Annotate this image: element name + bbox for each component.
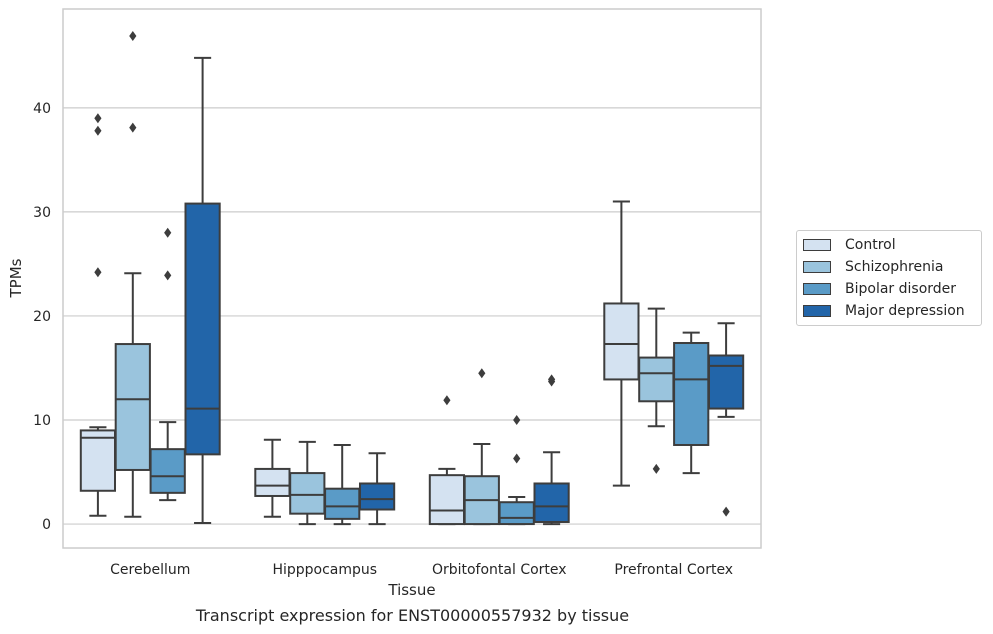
y-tick-label: 40 bbox=[33, 101, 51, 117]
outlier-point bbox=[443, 395, 451, 406]
outlier-point bbox=[94, 267, 102, 278]
outlier-point bbox=[722, 506, 730, 517]
legend-label-schizophrenia: Schizophrenia bbox=[845, 259, 944, 275]
box bbox=[358, 482, 396, 511]
box-group bbox=[324, 443, 361, 526]
box bbox=[498, 501, 535, 526]
box-group bbox=[79, 113, 117, 517]
box bbox=[533, 482, 570, 523]
outlier-point bbox=[548, 374, 556, 385]
figure-caption: Transcript expression for ENST0000055793… bbox=[195, 606, 630, 625]
plot-frame bbox=[62, 8, 762, 549]
x-tick-label: Hipppocampus bbox=[272, 562, 377, 578]
gridlines bbox=[63, 107, 761, 525]
box bbox=[428, 474, 466, 526]
legend-label-control: Control bbox=[845, 237, 896, 253]
legend-item-bipolar: Bipolar disorder bbox=[803, 279, 956, 299]
box bbox=[673, 342, 710, 446]
box bbox=[184, 202, 221, 456]
x-tick-label: Orbitofontal Cortex bbox=[432, 562, 567, 578]
box-group bbox=[498, 415, 535, 526]
box-group bbox=[707, 322, 745, 517]
y-tick-label: 10 bbox=[33, 413, 51, 429]
y-tick-label: 30 bbox=[33, 205, 51, 221]
box-group bbox=[358, 452, 396, 526]
box bbox=[79, 429, 117, 492]
outlier-point bbox=[478, 368, 486, 379]
box-group bbox=[428, 395, 466, 526]
outlier-point bbox=[129, 31, 137, 42]
y-tick-label: 20 bbox=[33, 309, 51, 325]
outlier-point bbox=[94, 125, 102, 136]
box-group bbox=[149, 227, 186, 502]
y-axis-label: TPMs bbox=[7, 258, 25, 298]
box-group bbox=[638, 307, 675, 474]
legend-swatch-major-depression bbox=[803, 305, 831, 317]
outlier-point bbox=[513, 415, 521, 426]
box bbox=[254, 467, 291, 497]
legend-item-schizophrenia: Schizophrenia bbox=[803, 257, 943, 277]
x-tick-label: Prefrontal Cortex bbox=[614, 562, 733, 578]
box bbox=[149, 448, 186, 494]
legend-label-major-depression: Major depression bbox=[845, 303, 965, 319]
box-group bbox=[603, 200, 640, 487]
plot-boxes bbox=[79, 31, 745, 526]
box bbox=[324, 487, 361, 520]
legend-label-bipolar: Bipolar disorder bbox=[845, 281, 957, 297]
legend-swatch-control bbox=[803, 239, 831, 251]
outlier-point bbox=[164, 270, 172, 281]
box-group bbox=[463, 368, 500, 526]
outlier-point bbox=[94, 113, 102, 124]
outlier-point bbox=[652, 463, 660, 474]
x-tick-labels: Cerebellum Hipppocampus Orbitofontal Corte… bbox=[110, 562, 733, 578]
box-group bbox=[114, 31, 151, 518]
box-group bbox=[533, 374, 570, 526]
x-axis-label: Tissue bbox=[387, 581, 435, 599]
box-group bbox=[184, 56, 221, 525]
box bbox=[638, 356, 675, 403]
box bbox=[603, 302, 640, 381]
box-group bbox=[289, 440, 326, 526]
legend: Control Schizophrenia Bipolar disorder M… bbox=[796, 230, 982, 326]
legend-item-control: Control bbox=[803, 235, 896, 255]
legend-swatch-schizophrenia bbox=[803, 261, 831, 273]
outlier-point bbox=[164, 227, 172, 238]
outlier-point bbox=[129, 122, 137, 133]
legend-item-major-depression: Major depression bbox=[803, 301, 965, 321]
box bbox=[707, 354, 745, 410]
box bbox=[114, 343, 151, 471]
box-group bbox=[254, 438, 291, 518]
y-tick-label: 0 bbox=[42, 517, 51, 533]
y-tick-labels: 0 10 20 30 40 bbox=[33, 101, 51, 533]
box bbox=[289, 472, 326, 515]
x-tick-label: Cerebellum bbox=[110, 562, 190, 578]
legend-swatch-bipolar bbox=[803, 283, 831, 295]
box-group bbox=[673, 331, 710, 475]
outlier-point bbox=[513, 453, 521, 464]
